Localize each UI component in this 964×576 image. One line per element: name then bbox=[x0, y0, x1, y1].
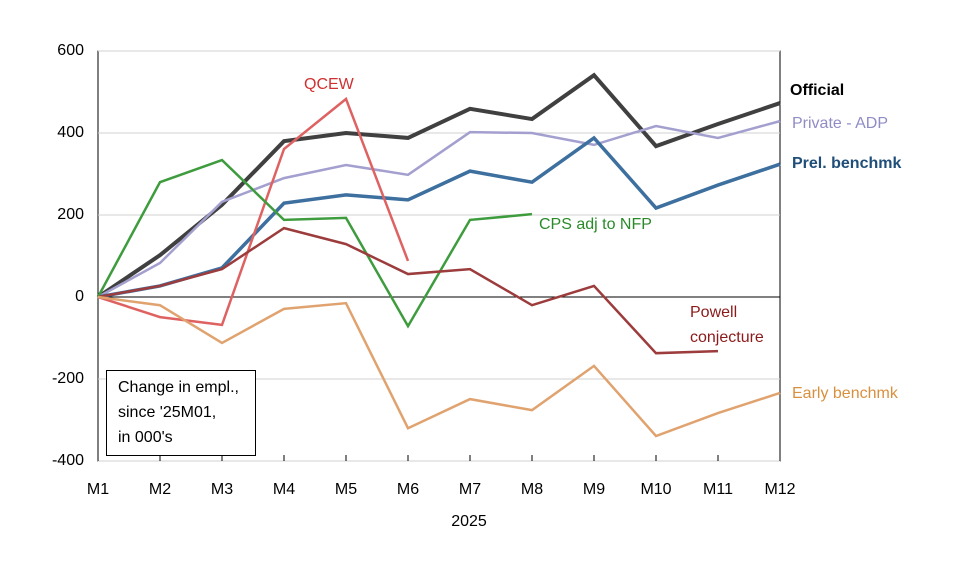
series-line bbox=[97, 119, 781, 299]
annotation-line: in 000's bbox=[118, 429, 173, 446]
y-tick-label: 400 bbox=[57, 124, 84, 141]
legend-label: Early benchmk bbox=[792, 385, 898, 402]
y-tick-label: 200 bbox=[57, 206, 84, 223]
x-tick-label: M8 bbox=[521, 481, 543, 498]
series-line bbox=[97, 96, 410, 327]
x-tick-label: M7 bbox=[459, 481, 481, 498]
legend-label: Official bbox=[790, 82, 845, 99]
x-tick-label: M11 bbox=[703, 481, 733, 498]
annotation-line: since '25M01, bbox=[118, 404, 217, 421]
x-tick-label: M10 bbox=[640, 481, 671, 498]
x-tick-label: M9 bbox=[583, 481, 605, 498]
y-tick-label: 600 bbox=[57, 42, 84, 59]
legend-label: QCEW bbox=[304, 76, 354, 93]
annotation-box: Change in empl., since '25M01, in 000's bbox=[106, 370, 256, 456]
y-tick-label: -200 bbox=[52, 370, 84, 387]
x-axis-label: 2025 bbox=[451, 513, 487, 530]
y-tick-label: 0 bbox=[75, 288, 84, 305]
x-tick-label: M1 bbox=[87, 481, 109, 498]
legend-label: Powell conjecture bbox=[690, 304, 764, 346]
x-tick-label: M6 bbox=[397, 481, 419, 498]
x-tick-label: M4 bbox=[273, 481, 295, 498]
series-line bbox=[97, 295, 781, 438]
legend-label: CPS adj to NFP bbox=[539, 216, 652, 233]
x-tick-label: M12 bbox=[764, 481, 795, 498]
x-tick-label: M5 bbox=[335, 481, 357, 498]
y-tick-label: -400 bbox=[52, 452, 84, 469]
legend-label: Private - ADP bbox=[792, 115, 889, 132]
series-line bbox=[96, 158, 533, 329]
annotation-line: Change in empl., bbox=[118, 379, 239, 396]
legend-label: Prel. benchmk bbox=[792, 155, 902, 172]
x-tick-label: M2 bbox=[149, 481, 171, 498]
x-tick-label: M3 bbox=[211, 481, 233, 498]
series-line bbox=[97, 226, 719, 355]
